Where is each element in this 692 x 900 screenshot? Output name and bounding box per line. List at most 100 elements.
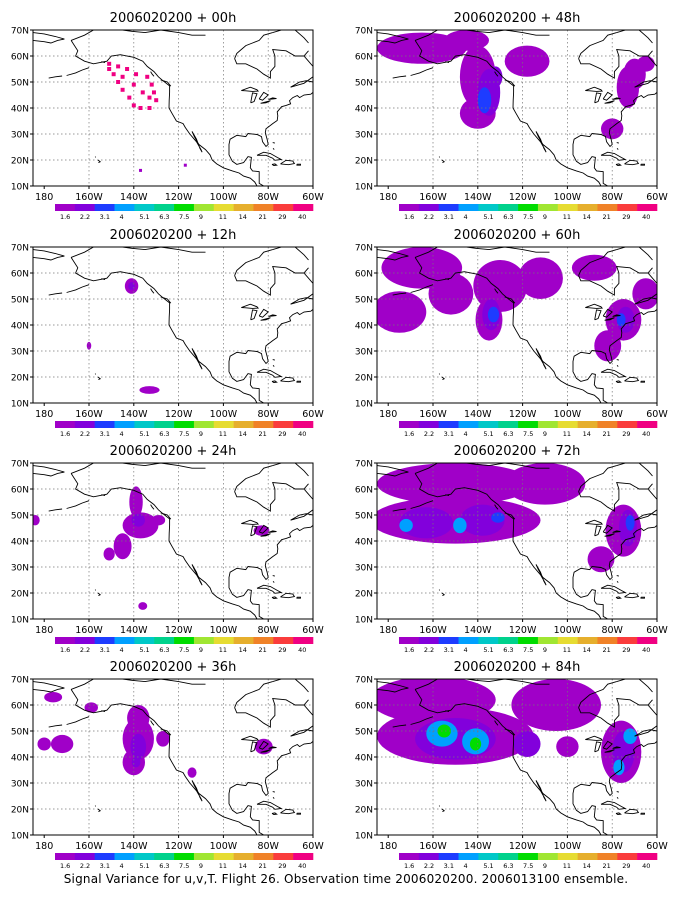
lat-tick-label: 60N: [11, 53, 29, 63]
coastline: [150, 504, 155, 510]
lon-tick-label: 180: [35, 192, 53, 203]
colorbar-label: 6.3: [159, 862, 169, 870]
colorbar-label: 1.6: [60, 862, 70, 870]
colorbar-label: 40: [642, 430, 650, 438]
colorbar-segment: [478, 204, 499, 211]
colorbar-segment: [253, 204, 274, 211]
coastline: [101, 494, 106, 496]
coastline: [594, 92, 602, 104]
observation-marker: [127, 95, 132, 100]
lat-tick-label: 50N: [355, 79, 373, 89]
coastline: [612, 314, 621, 317]
variance-contour: [477, 87, 492, 114]
coastline: [602, 308, 613, 318]
coastline: [616, 148, 619, 150]
lon-tick-label: 100W: [210, 841, 238, 852]
lon-tick-label: 100W: [210, 192, 238, 203]
colorbar-segment: [253, 421, 274, 428]
coastline: [241, 519, 260, 525]
colorbar-label: 2.2: [424, 430, 434, 438]
coastline: [296, 380, 301, 383]
lat-tick-label: 40N: [11, 322, 29, 332]
colorbar-label: 21: [258, 646, 266, 654]
variance-contour: [139, 168, 143, 172]
colorbar-segment: [597, 853, 618, 860]
lon-tick-label: 180: [35, 841, 53, 852]
colorbar-label: 5.1: [483, 430, 493, 438]
coastline: [296, 596, 301, 599]
coastline: [578, 681, 617, 708]
observation-marker: [107, 61, 112, 66]
variance-contour: [183, 163, 187, 167]
colorbar-label: 2.2: [424, 646, 434, 654]
colorbar-label: 4: [120, 213, 124, 221]
coastline: [150, 720, 155, 726]
observation-marker: [107, 67, 112, 71]
variance-contour: [399, 518, 413, 532]
lon-tick-label: 140W: [464, 192, 492, 203]
colorbar-label: 3.1: [444, 862, 454, 870]
observation-marker: [125, 67, 130, 71]
plot-contents: [377, 247, 657, 403]
observation-marker: [134, 72, 139, 77]
coastline: [616, 30, 653, 44]
lat-tick-label: 70N: [355, 244, 373, 254]
panel-title: 2006020200 + 60h: [454, 228, 581, 243]
observation-marker: [140, 90, 145, 95]
coastline: [414, 247, 550, 258]
colorbar-label: 11: [563, 213, 571, 221]
coastline: [494, 71, 499, 77]
colorbar-label: 21: [602, 213, 610, 221]
lon-tick-label: 140W: [120, 409, 148, 420]
colorbar-segment: [213, 637, 234, 644]
coastline: [640, 812, 645, 815]
colorbar-segment: [174, 637, 195, 644]
lon-tick-label: 160W: [75, 625, 103, 636]
colorbar-segment: [577, 853, 598, 860]
colorbar-label: 29: [622, 213, 630, 221]
observation-marker: [116, 64, 121, 69]
colorbar-label: 1.6: [404, 646, 414, 654]
colorbar-label: 7.5: [179, 213, 189, 221]
colorbar-label: 7.5: [179, 646, 189, 654]
coastline: [256, 151, 283, 161]
coastline: [578, 481, 648, 512]
observation-marker: [131, 82, 136, 87]
colorbar-label: 40: [298, 646, 306, 654]
colorbar-segment: [557, 637, 578, 644]
coastline: [377, 465, 409, 477]
lon-tick-label: 140W: [464, 841, 492, 852]
variance-contour: [487, 306, 500, 323]
colorbar-label: 5.1: [139, 430, 149, 438]
coastline: [445, 494, 450, 496]
colorbar-segment: [557, 204, 578, 211]
coastline: [494, 504, 499, 510]
colorbar-segment: [114, 204, 135, 211]
lat-tick-label: 30N: [355, 780, 373, 790]
colorbar-segment: [193, 204, 215, 211]
colorbar-label: 7.5: [523, 430, 533, 438]
colorbar-segment: [293, 421, 314, 428]
coastline: [268, 314, 277, 317]
plot-contents: [377, 679, 657, 835]
colorbar-label: 5.1: [139, 862, 149, 870]
variance-contour: [131, 513, 145, 527]
lat-tick-label: 50N: [355, 296, 373, 306]
lon-tick-label: 120W: [165, 625, 193, 636]
lat-tick-label: 10N: [355, 616, 373, 626]
coastline: [66, 716, 90, 725]
variance-contour: [130, 733, 147, 760]
variance-contour: [156, 731, 170, 747]
colorbar-label: 40: [298, 430, 306, 438]
coastline: [414, 257, 602, 403]
observation-marker: [116, 80, 121, 84]
coastline: [160, 296, 172, 304]
colorbar-label: 14: [239, 213, 247, 221]
observation-marker: [149, 82, 154, 87]
coastline: [160, 512, 172, 520]
colorbar-segment: [174, 421, 195, 428]
colorbar-segment: [193, 421, 215, 428]
colorbar-label: 9: [543, 430, 547, 438]
colorbar-label: 4: [464, 430, 468, 438]
